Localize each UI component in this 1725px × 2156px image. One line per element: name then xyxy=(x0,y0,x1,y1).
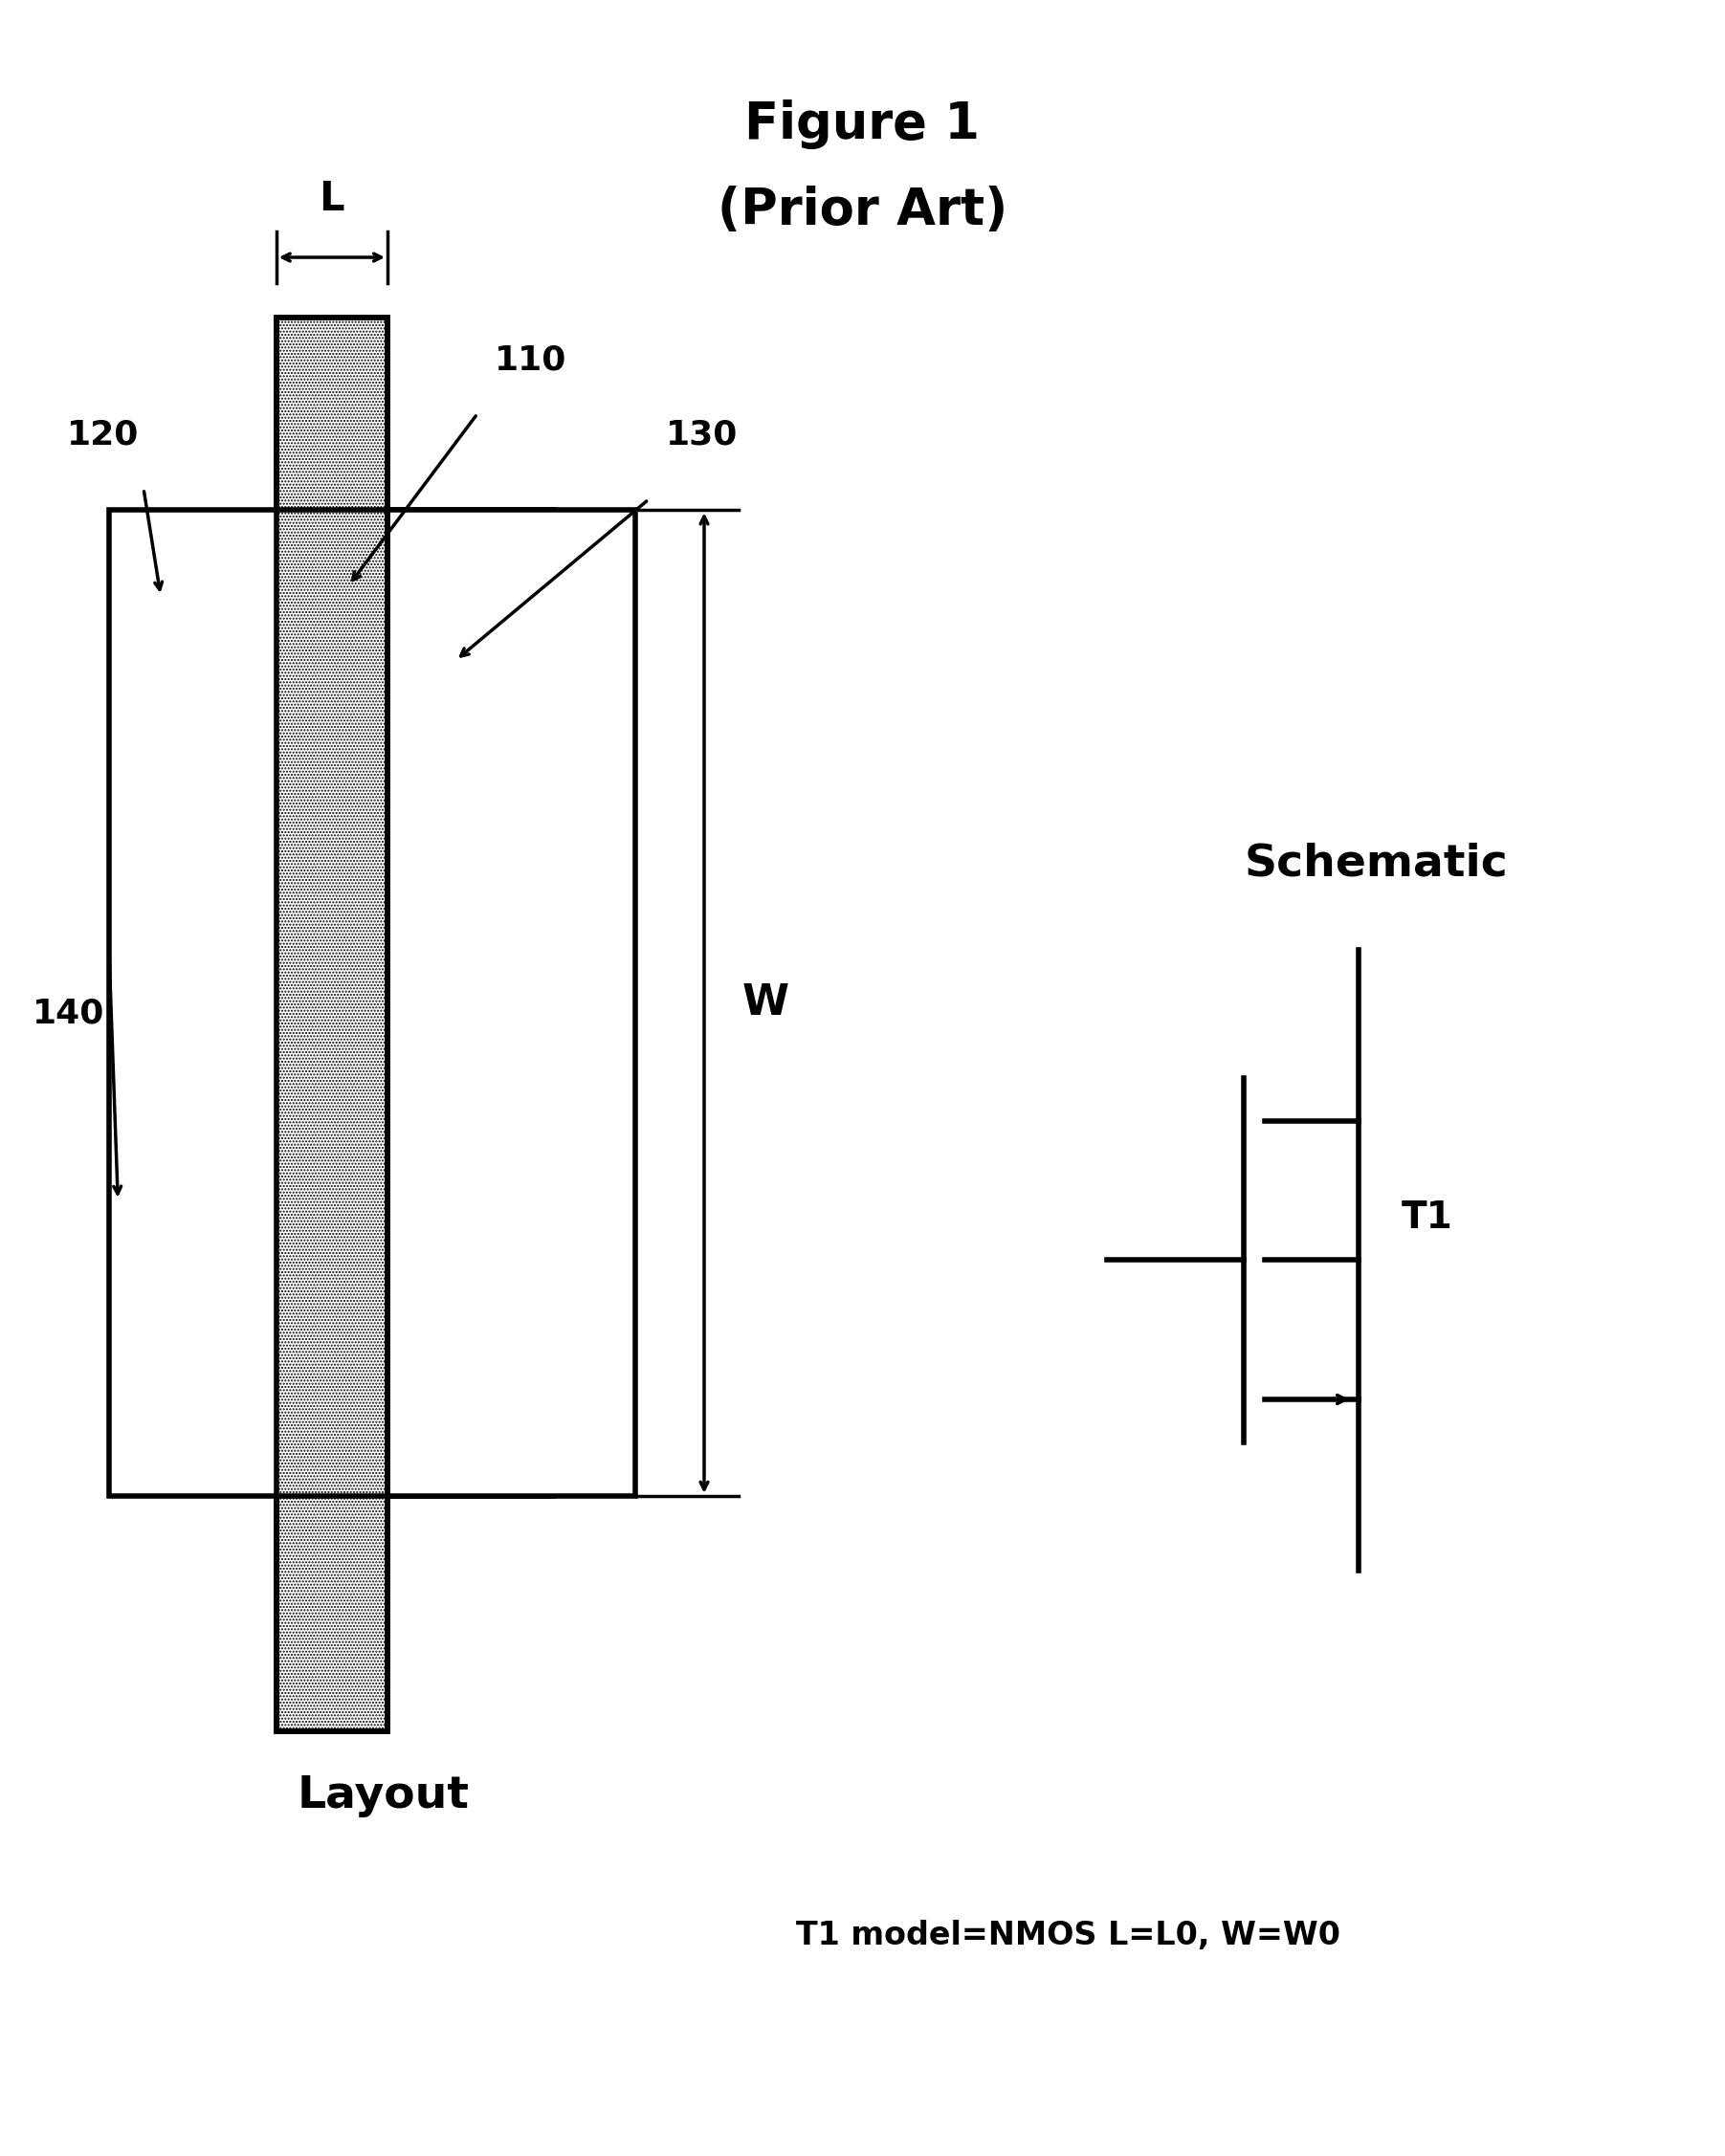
Text: Schematic: Schematic xyxy=(1244,843,1508,886)
Bar xyxy=(109,511,554,1496)
Text: 130: 130 xyxy=(666,418,738,451)
Text: W: W xyxy=(742,983,788,1024)
Bar xyxy=(276,317,388,1731)
Bar xyxy=(388,511,637,1496)
Text: T1 model=NMOS L=L0, W=W0: T1 model=NMOS L=L0, W=W0 xyxy=(795,1919,1340,1951)
Text: (Prior Art): (Prior Art) xyxy=(718,185,1007,235)
Text: 140: 140 xyxy=(33,998,105,1031)
Text: Figure 1: Figure 1 xyxy=(745,99,980,149)
Text: Layout: Layout xyxy=(297,1774,469,1818)
Text: L: L xyxy=(319,179,345,218)
Text: 120: 120 xyxy=(67,418,138,451)
Text: T1: T1 xyxy=(1402,1199,1452,1235)
Bar xyxy=(276,317,388,1731)
Bar xyxy=(276,317,388,1731)
Text: 110: 110 xyxy=(495,345,566,377)
